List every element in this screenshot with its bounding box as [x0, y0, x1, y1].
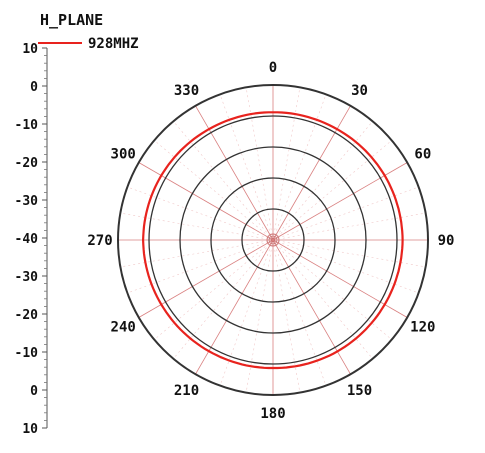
center-ring — [270, 237, 276, 243]
grid-ring — [148, 115, 398, 365]
minor-spoke — [127, 186, 274, 241]
minor-spoke — [272, 239, 327, 386]
minor-spoke — [127, 239, 274, 294]
angle-labels: 0 30 60 90 120 150 180 210 240 270 300 330 — [87, 60, 454, 422]
spoke-line — [272, 105, 351, 241]
grid-ring — [210, 177, 336, 303]
minor-spoke — [245, 239, 274, 393]
grid-ring — [117, 84, 429, 396]
angle-label: 60 — [414, 147, 431, 163]
minor-spoke — [173, 239, 274, 359]
spoke-line — [272, 239, 351, 375]
minor-spoke — [219, 94, 274, 241]
grid-ring — [241, 208, 305, 272]
spoke-line — [195, 105, 274, 241]
minor-spoke — [272, 239, 373, 359]
scale-label: -20 — [15, 156, 39, 171]
minor-spoke — [154, 239, 274, 340]
minor-spoke — [272, 140, 392, 241]
angle-label: 330 — [174, 83, 199, 99]
chart-title: H_PLANE — [40, 11, 103, 29]
angle-label: 150 — [347, 383, 372, 399]
angle-label: 90 — [438, 233, 455, 249]
minor-spoke — [219, 239, 274, 386]
angle-label: 270 — [87, 233, 112, 249]
minor-spoke — [272, 212, 426, 241]
scale-label: 0 — [30, 384, 38, 399]
minor-spoke — [154, 140, 274, 241]
minor-spoke — [120, 239, 274, 268]
center-ring — [268, 235, 278, 245]
scale-label: -30 — [15, 270, 39, 285]
series-group — [141, 111, 404, 370]
spoke-line — [195, 239, 274, 375]
grid-ring — [179, 146, 367, 334]
spoke-line — [138, 239, 274, 318]
scale-label: -10 — [15, 118, 39, 133]
angle-label: 300 — [111, 147, 136, 163]
scale-label: -10 — [15, 346, 39, 361]
minor-spoke — [272, 87, 301, 241]
minor-spoke — [272, 121, 373, 241]
minor-spoke — [272, 94, 327, 241]
angle-label: 210 — [174, 383, 199, 399]
scale-label: 0 — [30, 80, 38, 95]
scale-label: -20 — [15, 308, 39, 323]
minor-spoke — [272, 239, 301, 393]
minor-spoke — [272, 186, 419, 241]
angle-label: 180 — [260, 406, 285, 422]
angle-label: 30 — [351, 83, 368, 99]
scale-label: -40 — [15, 232, 39, 247]
spoke-line — [272, 239, 408, 318]
minor-spoke — [272, 239, 419, 294]
scale-label: -30 — [15, 194, 39, 209]
minor-spoke — [173, 121, 274, 241]
minor-spoke — [272, 239, 392, 340]
legend-label: 928MHZ — [88, 36, 139, 52]
angle-label: 0 — [269, 60, 277, 76]
radial-scale: 10 0 -10 -20 -30 -40 -30 -20 -10 0 10 — [15, 42, 48, 437]
minor-spoke — [120, 212, 274, 241]
minor-spoke — [272, 239, 426, 268]
series-trace — [141, 111, 404, 370]
scale-label: 10 — [22, 422, 38, 437]
angle-label: 120 — [410, 320, 435, 336]
polar-grid — [117, 84, 429, 396]
scale-label: 10 — [22, 42, 38, 57]
center-ring — [266, 233, 280, 247]
angle-label: 240 — [111, 320, 136, 336]
spoke-line — [138, 162, 274, 241]
minor-spoke — [245, 87, 274, 241]
spoke-line — [272, 162, 408, 241]
